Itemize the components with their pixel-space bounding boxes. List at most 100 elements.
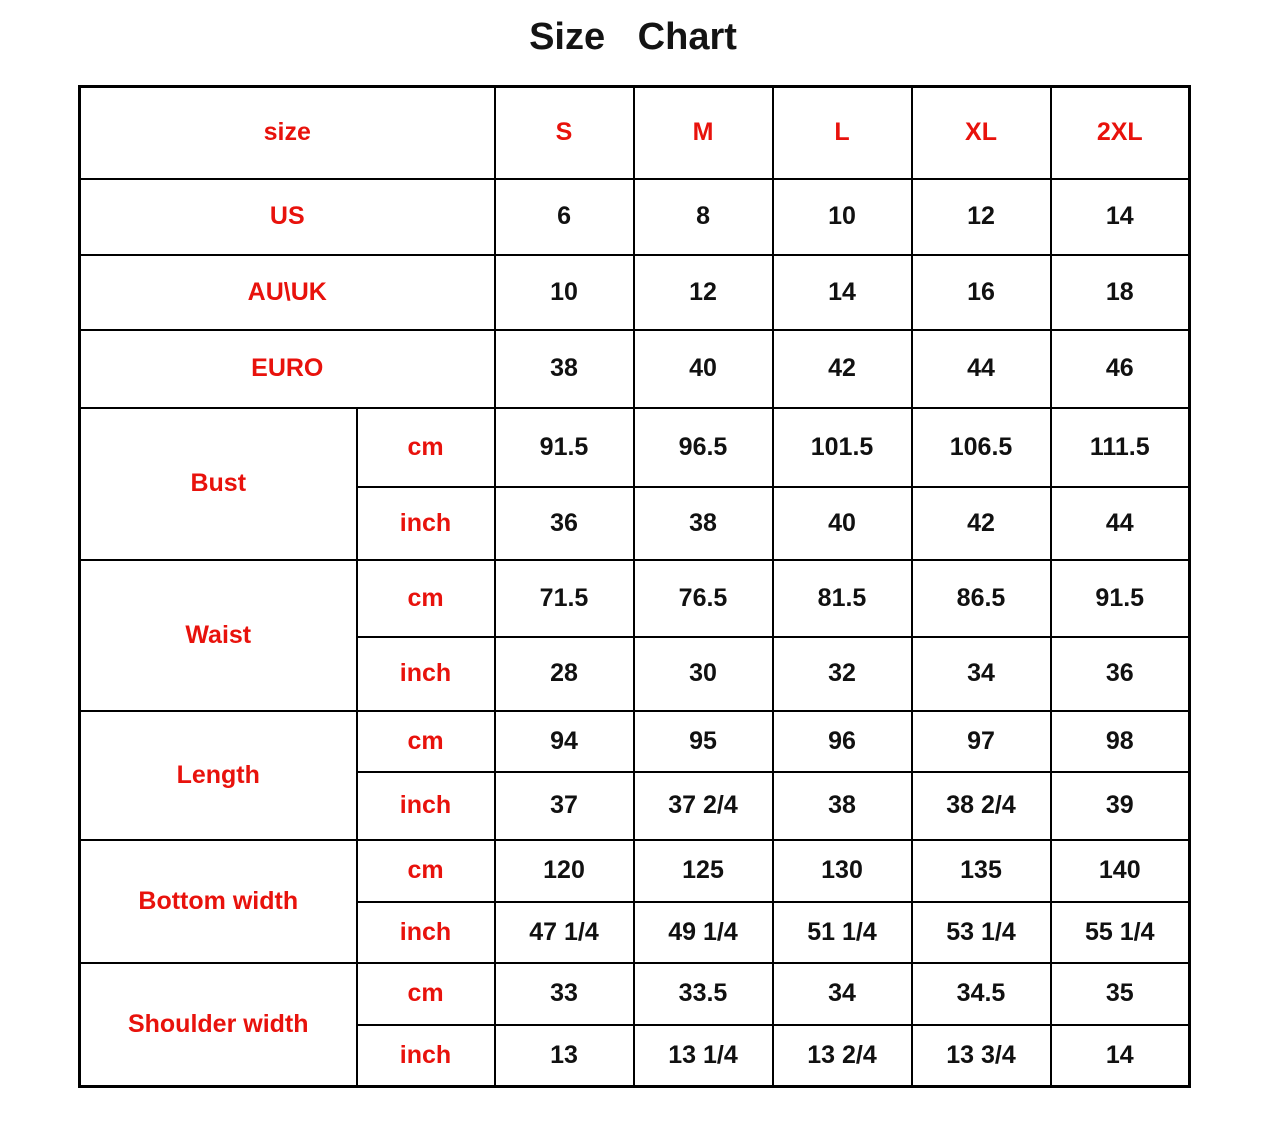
value-cell: 6 [493,177,635,256]
value-cell: 12 [910,177,1052,256]
table-row: inch 36 38 40 42 44 [80,485,1191,561]
value-cell: 44 [910,328,1052,409]
value-cell: 16 [910,253,1052,331]
value-cell: 37 [493,770,635,841]
value-cell: 42 [910,485,1052,561]
row-label: US [78,177,496,256]
value-cell: 32 [771,635,913,712]
unit-cell-cm: cm [355,961,496,1026]
unit-cell-cm: cm [355,838,496,903]
value-cell: 13 1/4 [632,1023,774,1088]
row-label: Shoulder width [78,961,358,1088]
value-cell: 37 2/4 [632,770,774,841]
value-cell: 71.5 [493,558,635,638]
value-cell: 14 [1049,1023,1191,1088]
unit-cell-cm: cm [355,558,496,638]
value-cell: 33 [493,961,635,1026]
row-label: Waist [78,558,358,712]
value-cell: 44 [1049,485,1191,561]
row-label: AU\UK [78,253,496,331]
value-cell: 14 [771,253,913,331]
table-row: Length cm 94 95 96 97 98 [78,709,1191,841]
value-cell: 34 [910,635,1052,712]
value-cell: 53 1/4 [910,900,1052,964]
table-row: inch 28 30 32 34 36 [80,635,1191,712]
table-row: Waist cm 71.5 76.5 81.5 86.5 91.5 [78,558,1191,712]
value-cell: 81.5 [771,558,913,638]
unit-cell-inch: inch [355,900,496,964]
value-cell: 111.5 [1049,406,1191,488]
value-cell: 10 [771,177,913,256]
size-column-header: S [493,85,635,180]
value-cell: 38 [771,770,913,841]
value-cell: 13 [493,1023,635,1088]
value-cell: 39 [1049,770,1191,841]
unit-cell-inch: inch [355,1023,496,1088]
value-cell: 95 [632,709,774,773]
table-row: inch 13 13 1/4 13 2/4 13 3/4 14 [80,1023,1191,1088]
value-cell: 28 [493,635,635,712]
value-cell: 38 [493,328,635,409]
size-column-header: XL [910,85,1052,180]
value-cell: 13 2/4 [771,1023,913,1088]
value-cell: 91.5 [493,406,635,488]
row-label: Bottom width [78,838,358,964]
value-cell: 98 [1049,709,1191,773]
row-label: EURO [78,328,496,409]
unit-cell-inch: inch [355,770,496,841]
size-column-header: 2XL [1049,85,1191,180]
table-row: Shoulder width cm 33 33.5 34 34.5 35 [78,961,1191,1088]
value-cell: 55 1/4 [1049,900,1191,964]
value-cell: 130 [771,838,913,903]
size-column-header: M [632,85,774,180]
value-cell: 14 [1049,177,1191,256]
value-cell: 46 [1049,328,1191,409]
value-cell: 86.5 [910,558,1052,638]
value-cell: 91.5 [1049,558,1191,638]
value-cell: 34.5 [910,961,1052,1026]
value-cell: 35 [1049,961,1191,1026]
table-row: Bust cm 91.5 96.5 101.5 106.5 111.5 [78,406,1191,561]
value-cell: 47 1/4 [493,900,635,964]
value-cell: 49 1/4 [632,900,774,964]
value-cell: 125 [632,838,774,903]
value-cell: 36 [1049,635,1191,712]
unit-cell-cm: cm [355,709,496,773]
table-row: inch 37 37 2/4 38 38 2/4 39 [80,770,1191,841]
value-cell: 97 [910,709,1052,773]
value-cell: 18 [1049,253,1191,331]
value-cell: 101.5 [771,406,913,488]
value-cell: 34 [771,961,913,1026]
value-cell: 13 3/4 [910,1023,1052,1088]
table-row: AU\UK 10 12 14 16 18 [78,253,1191,331]
table-row: inch 47 1/4 49 1/4 51 1/4 53 1/4 55 1/4 [80,900,1191,964]
unit-cell-cm: cm [355,406,496,488]
value-cell: 38 [632,485,774,561]
value-cell: 40 [632,328,774,409]
value-cell: 94 [493,709,635,773]
value-cell: 33.5 [632,961,774,1026]
value-cell: 76.5 [632,558,774,638]
value-cell: 36 [493,485,635,561]
unit-cell-inch: inch [355,485,496,561]
page-title: Size Chart [529,16,737,58]
value-cell: 106.5 [910,406,1052,488]
value-cell: 12 [632,253,774,331]
value-cell: 96.5 [632,406,774,488]
size-chart-table-body: size S M L XL 2XL US 6 8 10 12 14 AU\UK 10 12 14 16 18 EUR… [78,85,1191,1088]
size-header-cell: size [78,85,496,180]
size-column-header: L [771,85,913,180]
value-cell: 96 [771,709,913,773]
value-cell: 135 [910,838,1052,903]
value-cell: 51 1/4 [771,900,913,964]
table-row: US 6 8 10 12 14 [78,177,1191,256]
value-cell: 30 [632,635,774,712]
row-label: Length [78,709,358,841]
value-cell: 10 [493,253,635,331]
value-cell: 120 [493,838,635,903]
table-row: size S M L XL 2XL [78,85,1191,180]
unit-cell-inch: inch [355,635,496,712]
table-row: EURO 38 40 42 44 46 [78,328,1191,409]
row-label: Bust [78,406,358,561]
